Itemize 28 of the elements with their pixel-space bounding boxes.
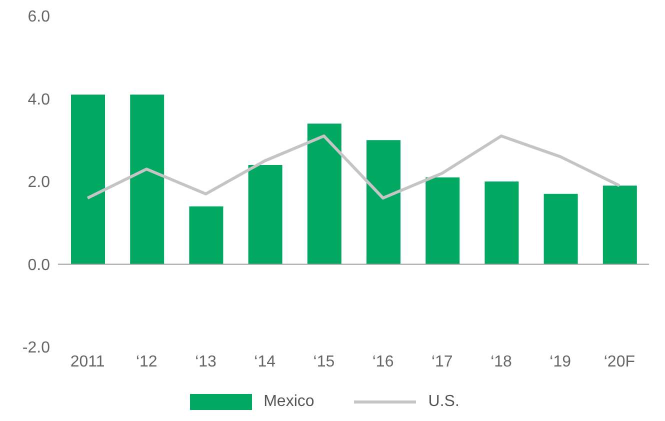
bar [130, 94, 164, 264]
y-tick-label: 0.0 [28, 256, 50, 274]
bar [484, 182, 519, 264]
y-tick-label: 2.0 [28, 174, 50, 192]
y-tick-label: -2.0 [22, 340, 50, 357]
bar [71, 94, 105, 264]
bar [426, 177, 460, 264]
x-tick-label: ‘17 [431, 353, 453, 370]
x-tick-label: ‘15 [313, 353, 335, 370]
x-tick-label: ‘20F [604, 353, 636, 370]
bar [366, 140, 400, 264]
legend-label: Mexico [264, 393, 314, 411]
bar [189, 206, 224, 264]
x-tick-label: ‘13 [195, 353, 217, 370]
x-tick-label: ‘18 [490, 353, 512, 370]
bar [602, 186, 637, 264]
y-tick-label: 6.0 [28, 8, 50, 26]
x-tick-label: ‘14 [254, 353, 276, 370]
line-series [86, 134, 621, 200]
x-tick-label: ‘19 [550, 353, 572, 370]
x-tick-label: 2011 [70, 353, 105, 370]
x-tick-label: ‘12 [136, 353, 158, 370]
bar [248, 164, 282, 264]
y-tick-label: 4.0 [28, 91, 50, 108]
x-tick-label: ‘16 [372, 353, 394, 370]
legend-label: U.S. [428, 393, 460, 411]
bar [544, 194, 578, 264]
bar [307, 124, 342, 264]
